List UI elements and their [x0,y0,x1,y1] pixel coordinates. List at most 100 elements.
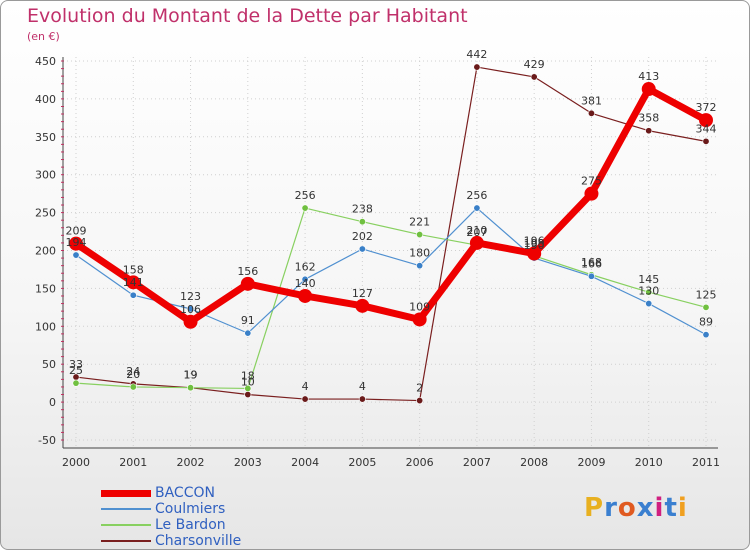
data-label-coulmiers: 256 [466,189,487,202]
data-label-coulmiers: 166 [581,257,602,270]
data-label-le-bardon: 145 [638,273,659,286]
x-tick-label: 2008 [520,456,548,469]
data-label-le-bardon: 20 [126,368,140,381]
data-label-charsonville: 33 [69,358,83,371]
data-point-coulmiers [72,251,80,259]
logo-letter: o [617,493,637,523]
x-tick-label: 2000 [62,456,90,469]
data-label-coulmiers: 194 [66,236,87,249]
data-point-baccon [183,314,198,329]
data-point-charsonville [645,127,653,135]
data-label-le-bardon: 168 [581,256,602,269]
data-point-le-bardon [416,231,424,239]
data-point-charsonville [301,395,309,403]
data-point-coulmiers [473,204,481,212]
legend-swatch-baccon [101,489,151,497]
proxiti-logo: Proxiti [584,493,688,523]
data-point-charsonville [473,63,481,71]
data-label-le-bardon: 125 [696,288,717,301]
series-line-le-bardon [75,207,707,390]
data-label-coulmiers: 130 [638,285,659,298]
data-label-charsonville: 10 [241,376,255,389]
x-tick-label: 2001 [119,456,147,469]
data-point-coulmiers [645,300,653,308]
data-point-baccon [469,235,484,250]
y-tick-label: 100 [35,320,56,333]
series-line-baccon [72,85,710,326]
data-point-baccon [527,246,542,261]
logo-letter: P [584,493,605,523]
legend-swatch-coulmiers [101,508,151,510]
data-label-baccon: 140 [295,277,316,290]
data-point-charsonville [244,391,252,399]
data-point-charsonville [416,397,424,405]
data-point-le-bardon [358,218,366,226]
data-label-baccon: 372 [696,101,717,114]
y-tick-label: 150 [35,282,56,295]
data-point-coulmiers [587,272,595,280]
data-point-coulmiers [702,331,710,339]
x-tick-label: 2007 [463,456,491,469]
chart-unit-label: (en €) [27,30,60,43]
logo-letter: t [664,493,678,523]
data-label-baccon: 156 [237,265,258,278]
logo-letter: x [636,493,655,523]
data-point-baccon [584,186,599,201]
data-point-charsonville [587,109,595,117]
data-point-charsonville [358,395,366,403]
y-tick-label: -50 [38,434,56,447]
legend-label-baccon: BACCON [155,485,215,501]
data-label-coulmiers: 162 [295,260,316,273]
data-label-charsonville: 442 [466,48,487,61]
legend-label-charsonville: Charsonville [155,533,242,549]
data-label-le-bardon: 256 [295,189,316,202]
y-tick-label: 300 [35,169,56,182]
data-point-baccon [641,82,656,97]
data-label-baccon: 106 [180,303,201,316]
logo-letter: i [677,493,688,523]
series-line-charsonville [75,66,707,402]
data-label-charsonville: 19 [184,369,198,382]
data-label-coulmiers: 141 [123,276,144,289]
x-tick-label: 2005 [348,456,376,469]
legend-label-le-bardon: Le Bardon [155,517,226,533]
data-label-le-bardon: 18 [241,369,255,382]
legend-swatch-le-bardon [101,524,151,526]
data-point-le-bardon [72,379,80,387]
data-label-charsonville: 358 [638,112,659,125]
data-label-charsonville: 4 [359,380,366,393]
data-label-baccon: 196 [524,235,545,248]
x-tick-label: 2009 [577,456,605,469]
data-label-coulmiers: 202 [352,230,373,243]
y-tick-label: 250 [35,207,56,220]
data-point-coulmiers [244,329,252,337]
data-label-le-bardon: 19 [184,369,198,382]
x-tick-label: 2006 [406,456,434,469]
data-label-baccon: 127 [352,287,373,300]
data-point-le-bardon [129,383,137,391]
data-point-baccon [69,236,83,251]
data-point-baccon [126,275,141,290]
data-label-coulmiers: 180 [409,247,430,260]
x-tick-label: 2010 [635,456,663,469]
data-label-baccon: 210 [466,224,487,237]
data-point-baccon [412,312,427,327]
data-point-le-bardon [244,384,252,392]
y-tick-label: 200 [35,245,56,258]
series-line-coulmiers [75,207,707,336]
data-label-coulmiers: 91 [241,314,255,327]
logo-letter: r [604,493,618,523]
data-label-le-bardon: 221 [409,216,430,229]
x-tick-label: 2004 [291,456,319,469]
data-label-le-bardon: 25 [69,364,83,377]
data-point-baccon [355,298,370,313]
y-tick-label: 400 [35,93,56,106]
data-label-le-bardon: 238 [352,203,373,216]
data-label-charsonville: 344 [696,122,717,135]
x-tick-label: 2011 [692,456,720,469]
data-label-le-bardon: 207 [466,226,487,239]
data-label-baccon: 158 [123,263,144,276]
data-label-charsonville: 24 [126,365,140,378]
